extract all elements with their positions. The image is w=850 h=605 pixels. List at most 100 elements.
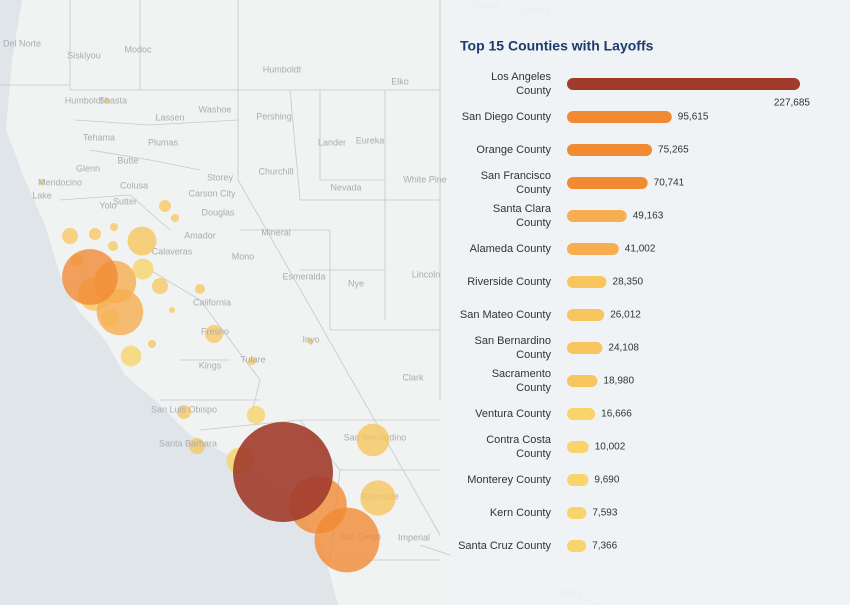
- county-bubble: [233, 422, 333, 522]
- map-label: Lake: [32, 190, 52, 200]
- map-label: Humboldt: [263, 64, 302, 74]
- map-label: Lander: [318, 137, 346, 147]
- bar-chart: Los Angeles County 227,685 San Diego County…: [458, 71, 810, 552]
- county-bubble: [120, 345, 142, 367]
- value-label: 70,741: [654, 178, 685, 189]
- map-label: Tehama: [83, 132, 115, 142]
- value-label: 26,012: [610, 310, 641, 321]
- county-bubble: [127, 226, 157, 256]
- map-label: Esmeralda: [282, 271, 325, 281]
- value-label: 10,002: [595, 442, 626, 453]
- map-label: Pershing: [256, 111, 292, 121]
- value-label: 16,666: [601, 409, 632, 420]
- bar: [567, 441, 589, 453]
- value-label: 227,685: [774, 98, 811, 109]
- value-label: 18,980: [603, 376, 634, 387]
- bar: [567, 78, 800, 90]
- value-label: 75,265: [658, 145, 689, 156]
- county-bubbles: [62, 226, 396, 573]
- map-label: Amador: [184, 230, 216, 240]
- map-label: Nevada: [330, 182, 361, 192]
- map-label: Storey: [207, 172, 234, 182]
- map-label: Churchill: [258, 166, 293, 176]
- map-label: California: [193, 297, 231, 307]
- map-label: Calaveras: [152, 246, 193, 256]
- county-bubble: [96, 288, 144, 336]
- bar: [567, 408, 596, 420]
- map-label: Inyo: [302, 334, 319, 344]
- value-label: 41,002: [625, 244, 656, 255]
- county-bubble: [314, 507, 380, 573]
- bar-label: Sacramento County: [492, 368, 552, 394]
- map-label: Kings: [199, 360, 222, 370]
- bar-label: San Bernardino County: [475, 335, 552, 361]
- bar-label: Alameda County: [470, 243, 552, 255]
- map-label: Mineral: [261, 227, 291, 237]
- bar: [567, 375, 598, 387]
- map-label: Lassen: [155, 112, 184, 122]
- value-label: 95,615: [678, 112, 709, 123]
- bar: [567, 507, 587, 519]
- bar-label: Contra Costa County: [486, 434, 552, 460]
- bar: [567, 540, 587, 552]
- bar: [567, 210, 627, 222]
- map-label: Carson City: [188, 188, 236, 198]
- value-label: 28,350: [613, 277, 644, 288]
- bar-label: Ventura County: [475, 408, 551, 420]
- bar-label: Santa Cruz County: [458, 540, 551, 552]
- chart-title: Top 15 Counties with Layoffs: [460, 38, 654, 54]
- bar: [567, 342, 603, 354]
- map-label: Tulare: [240, 354, 265, 364]
- map-label: Yolo: [99, 200, 116, 210]
- map-label: Washoe: [199, 104, 232, 114]
- map-label: Butte: [117, 155, 138, 165]
- county-bubble: [356, 423, 390, 457]
- map-label: Modoc: [124, 44, 152, 54]
- map-label: Colusa: [120, 180, 148, 190]
- map-label: Mendocino: [38, 177, 82, 187]
- bar-label: Monterey County: [467, 474, 551, 486]
- bar: [567, 111, 672, 123]
- map-label: Del Norte: [3, 38, 41, 48]
- bar-label: Santa Clara County: [493, 203, 552, 229]
- bar: [567, 276, 607, 288]
- value-label: 49,163: [633, 211, 664, 222]
- bar-label: Orange County: [476, 144, 551, 156]
- map-label: Plumas: [148, 137, 179, 147]
- county-bubble: [62, 249, 118, 305]
- map-label: White Pine: [403, 174, 447, 184]
- value-label: 9,690: [594, 475, 619, 486]
- map-label: Lincoln: [412, 269, 441, 279]
- map-label: Douglas: [201, 207, 235, 217]
- county-bubble: [360, 480, 396, 516]
- bar-label: San Diego County: [462, 111, 552, 123]
- bar: [567, 309, 605, 321]
- map-label: Mono: [232, 251, 255, 261]
- county-bubble: [246, 405, 266, 425]
- map-label: Santa Barbara: [159, 438, 217, 448]
- value-label: 7,366: [592, 541, 617, 552]
- map-label: Nye: [348, 278, 364, 288]
- bar-label: Riverside County: [467, 276, 551, 288]
- map-label: Eureka: [356, 135, 385, 145]
- map-label: Imperial: [398, 532, 430, 542]
- map-label: Fresno: [201, 326, 229, 336]
- bar: [567, 243, 619, 255]
- bar-label: San Mateo County: [460, 309, 552, 321]
- bar-label: San Francisco County: [481, 170, 552, 196]
- map-label: Clark: [402, 372, 424, 382]
- bar-label: Kern County: [490, 507, 552, 519]
- value-label: 24,108: [608, 343, 639, 354]
- map-label: Glenn: [76, 163, 100, 173]
- map-label: Shasta: [99, 95, 127, 105]
- map-label: Sutter: [113, 196, 137, 206]
- bar: [567, 474, 589, 486]
- bar: [567, 144, 653, 156]
- bar: [567, 177, 648, 189]
- value-label: 7,593: [592, 508, 617, 519]
- ocean: [0, 0, 338, 605]
- bar-label: Los Angeles County: [491, 71, 551, 97]
- county-bubble: [132, 258, 154, 280]
- map-label: San Luis Obispo: [151, 404, 217, 414]
